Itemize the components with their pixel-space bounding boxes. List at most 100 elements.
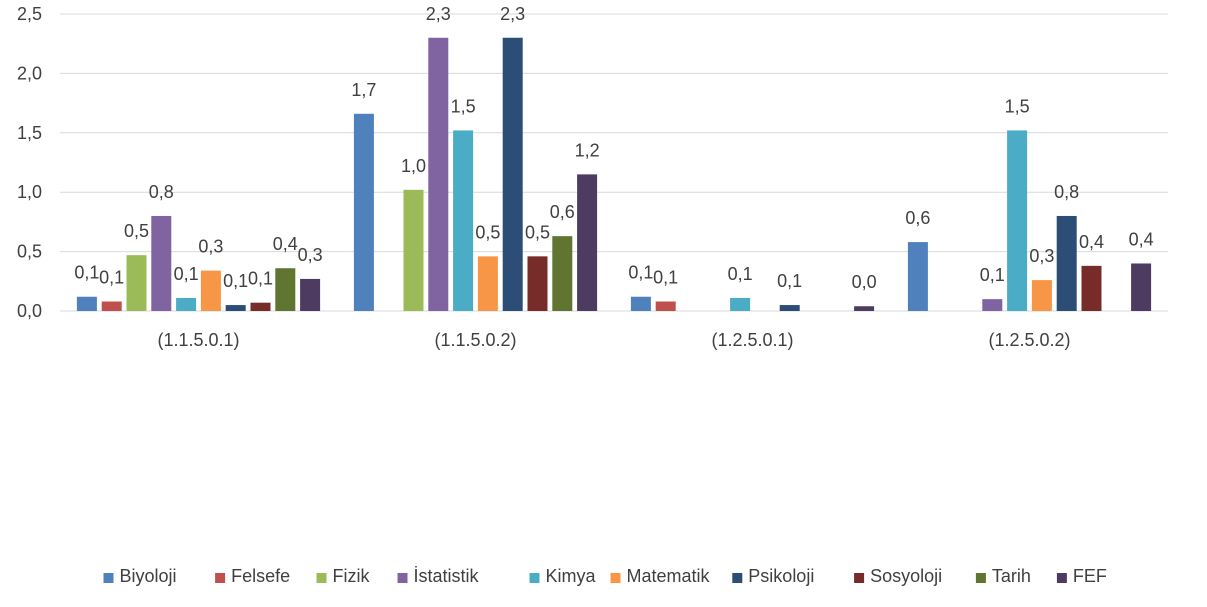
legend-item-fizik[interactable]: Fizik [316,566,371,586]
chart-bar [907,242,928,311]
legend-item-tarih[interactable]: Tarih [975,566,1031,586]
legend-label: Felsefe [231,566,290,586]
data-label: 0,4 [1079,232,1104,252]
x-category-label: (1.1.5.0.2) [434,330,516,350]
data-label: 1,5 [451,96,476,116]
data-label: 0,1 [174,264,199,284]
x-category-label: (1.2.5.0.1) [711,330,793,350]
legend-swatch [610,573,621,583]
legend-item-psikoloji[interactable]: Psikoloji [732,566,814,586]
data-label: 0,1 [980,265,1005,285]
legend-item-matematik[interactable]: Matematik [610,566,711,586]
legend-swatch [316,573,327,583]
legend-item-biyoloji[interactable]: Biyoloji [103,566,177,586]
data-label: 0,4 [1129,229,1154,249]
chart-bar [275,268,296,311]
data-label: 0,8 [149,182,174,202]
chart-bar [477,256,498,311]
chart-bar [779,305,800,311]
legend-swatch [975,573,986,583]
legend[interactable]: Biyoloji Felsefe Fizik İstatistik Kimya Matem… [103,566,1107,586]
legend-swatch [397,573,408,583]
data-label: 1,0 [401,156,426,176]
data-label: 0,1 [728,264,753,284]
chart-bar [552,236,573,311]
data-label: 1,2 [575,140,600,160]
data-label: 0,1 [223,271,248,291]
legend-item-sosyoloji[interactable]: Sosyoloji [854,566,942,586]
data-label: 1,5 [1005,96,1030,116]
legend-swatch [103,573,114,583]
chart-bar [428,37,449,311]
y-tick-label: 0,0 [17,301,42,321]
y-tick-label: 2,5 [17,4,42,24]
chart-bar [1131,263,1152,311]
chart-bar [1007,130,1028,311]
chart-bar [101,301,122,311]
legend-label: Psikoloji [748,566,814,586]
data-label: 0,3 [198,237,223,257]
legend-item-i-statistik[interactable]: İstatistik [397,566,480,586]
y-tick-label: 0,5 [17,242,42,262]
data-label: 0,6 [550,202,575,222]
legend-swatch [529,573,540,583]
chart-bar [250,302,271,311]
chart-bar [453,130,474,311]
chart-bar [577,174,598,311]
legend-item-felsefe[interactable]: Felsefe [215,566,290,586]
chart-bar [527,256,548,311]
data-label: 2,3 [426,4,451,24]
data-label: 1,7 [351,80,376,100]
chart-bar [730,297,751,311]
chart-bar [630,296,651,311]
data-label: 0,1 [99,267,124,287]
data-label: 0,1 [74,263,99,283]
legend-swatch [1056,573,1067,583]
legend-swatch [854,573,865,583]
legend-swatch [732,573,743,583]
legend-label: Tarih [992,566,1031,586]
y-tick-label: 1,5 [17,123,42,143]
legend-item-fef[interactable]: FEF [1056,566,1107,586]
chart-bar [300,278,321,311]
legend-label: Fizik [333,566,371,586]
data-label: 0,5 [124,221,149,241]
legend-label: FEF [1073,566,1107,586]
x-axis: (1.1.5.0.1) (1.1.5.0.2) (1.2.5.0.1) (1.2.5.… [157,330,1070,350]
data-label: 0,4 [273,234,298,254]
legend-item-kimya[interactable]: Kimya [529,566,597,586]
chart-bar [200,270,221,311]
chart-bar [403,189,424,311]
data-label: 0,1 [653,267,678,287]
x-category-label: (1.1.5.0.1) [157,330,239,350]
data-label: 0,8 [1054,182,1079,202]
legend-label: Kimya [546,566,597,586]
chart-bar [982,299,1003,311]
bars [76,37,1152,312]
data-label: 0,1 [628,263,653,283]
chart-bar [353,113,374,312]
chart-bar [126,255,147,311]
data-label: 0,0 [852,272,877,292]
chart-bar [1081,265,1102,311]
legend-label: Matematik [627,566,711,586]
data-label: 0,5 [525,222,550,242]
chart-bar [1056,215,1077,311]
chart-bar [151,215,172,311]
y-tick-label: 1,0 [17,182,42,202]
legend-label: Sosyoloji [870,566,942,586]
chart-bar [76,296,97,311]
data-label: 2,3 [500,4,525,24]
chart-bar [1031,280,1052,311]
data-labels: 0,1 0,10,50,80,10,30,1 0,10,40,31,71,02,31… [74,4,1153,292]
chart-bar [176,297,197,311]
y-tick-label: 2,0 [17,63,42,83]
data-label: 0,1 [248,269,273,289]
data-label: 0,5 [475,222,500,242]
chart-bar [655,301,676,311]
legend-label: Biyoloji [120,566,177,586]
data-label: 0,6 [905,208,930,228]
x-category-label: (1.2.5.0.2) [988,330,1070,350]
y-axis: 0,0 0,5 1,0 1,5 2,0 2,5 [17,4,42,321]
